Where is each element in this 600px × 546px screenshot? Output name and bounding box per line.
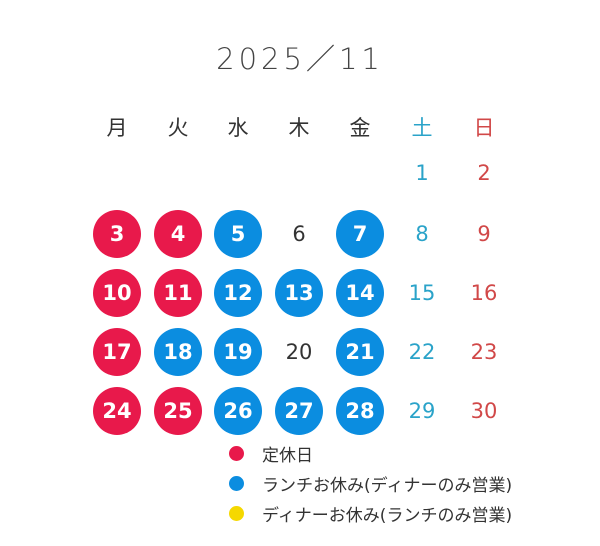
calendar-day: 11	[154, 269, 202, 317]
legend-item: ランチお休み(ディナーのみ営業)	[229, 468, 512, 498]
calendar-day: 10	[93, 269, 141, 317]
calendar-day: 23	[470, 340, 498, 364]
weekday-header: 月	[106, 116, 128, 140]
calendar-day: 14	[336, 269, 384, 317]
calendar-day: 12	[214, 269, 262, 317]
calendar-day: 3	[93, 210, 141, 258]
calendar-day: 28	[336, 387, 384, 435]
legend-item: 定休日	[229, 438, 512, 468]
legend-label: ランチお休み(ディナーのみ営業)	[262, 475, 513, 496]
weekday-header: 日	[473, 116, 495, 140]
weekday-header: 金	[349, 116, 371, 140]
calendar-day: 6	[292, 222, 306, 246]
legend-item: ディナーお休み(ランチのみ営業)	[229, 498, 512, 528]
calendar-day: 9	[477, 222, 491, 246]
calendar-day: 27	[275, 387, 323, 435]
weekday-header: 木	[288, 116, 310, 140]
calendar-day: 30	[470, 399, 498, 423]
calendar-day: 19	[214, 328, 262, 376]
calendar-day: 22	[408, 340, 436, 364]
legend-dot-icon	[229, 445, 244, 461]
calendar-day: 15	[408, 281, 436, 305]
calendar-day: 18	[154, 328, 202, 376]
legend: 定休日ランチお休み(ディナーのみ営業) ディナーお休み(ランチのみ営業)	[229, 438, 512, 528]
calendar-title: 2025／11	[216, 42, 384, 76]
weekday-header: 土	[411, 116, 433, 140]
calendar-day: 21	[336, 328, 384, 376]
calendar-day: 8	[415, 222, 429, 246]
calendar-day: 24	[93, 387, 141, 435]
calendar-day: 13	[275, 269, 323, 317]
calendar-day: 25	[154, 387, 202, 435]
calendar-day: 1	[415, 161, 429, 185]
calendar-day: 5	[214, 210, 262, 258]
calendar-day: 7	[336, 210, 384, 258]
calendar-day: 4	[154, 210, 202, 258]
calendar-day: 2	[477, 161, 491, 185]
calendar-day: 16	[470, 281, 498, 305]
weekday-header: 火	[167, 116, 189, 140]
calendar-day: 29	[408, 399, 436, 423]
calendar-day: 20	[285, 340, 313, 364]
calendar-day: 17	[93, 328, 141, 376]
calendar-day: 26	[214, 387, 262, 435]
legend-label: 定休日	[262, 445, 313, 466]
weekday-header: 水	[227, 116, 249, 140]
legend-dot-icon	[229, 505, 244, 521]
legend-label: ディナーお休み(ランチのみ営業)	[262, 505, 513, 526]
legend-dot-icon	[229, 475, 244, 491]
